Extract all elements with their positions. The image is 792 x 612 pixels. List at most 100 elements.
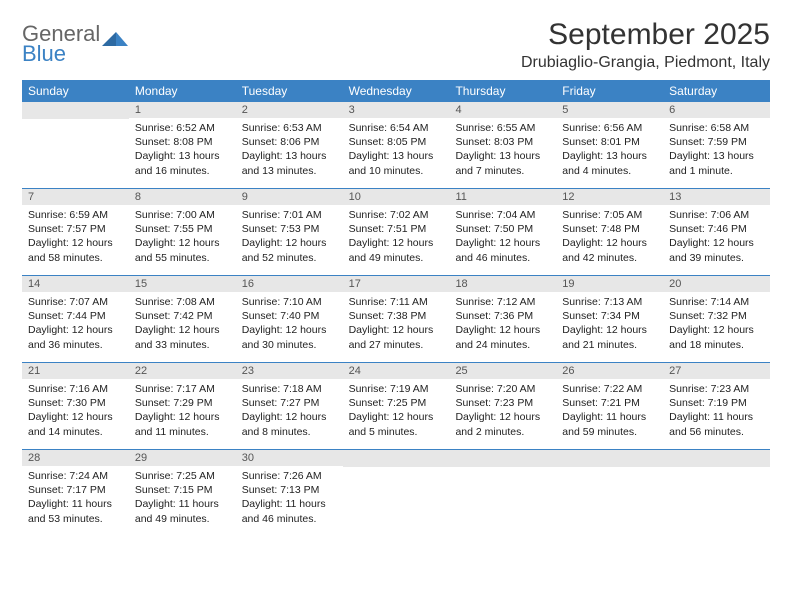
day-body: Sunrise: 7:19 AMSunset: 7:25 PMDaylight:… <box>343 379 450 445</box>
dow-tuesday: Tuesday <box>236 80 343 102</box>
day-cell: 29Sunrise: 7:25 AMSunset: 7:15 PMDayligh… <box>129 450 236 536</box>
sunset-text: Sunset: 7:30 PM <box>28 396 123 410</box>
day-cell: 3Sunrise: 6:54 AMSunset: 8:05 PMDaylight… <box>343 102 450 188</box>
day-cell: 9Sunrise: 7:01 AMSunset: 7:53 PMDaylight… <box>236 189 343 275</box>
daylight-text: Daylight: 13 hours and 16 minutes. <box>135 149 230 177</box>
day-cell: 6Sunrise: 6:58 AMSunset: 7:59 PMDaylight… <box>663 102 770 188</box>
sunset-text: Sunset: 7:59 PM <box>669 135 764 149</box>
weeks-container: 1Sunrise: 6:52 AMSunset: 8:08 PMDaylight… <box>22 102 770 536</box>
daylight-text: Daylight: 12 hours and 8 minutes. <box>242 410 337 438</box>
week-row: 21Sunrise: 7:16 AMSunset: 7:30 PMDayligh… <box>22 362 770 449</box>
day-number: 14 <box>22 276 129 292</box>
sunrise-text: Sunrise: 7:12 AM <box>455 295 550 309</box>
sunset-text: Sunset: 7:55 PM <box>135 222 230 236</box>
daylight-text: Daylight: 12 hours and 49 minutes. <box>349 236 444 264</box>
day-cell: 16Sunrise: 7:10 AMSunset: 7:40 PMDayligh… <box>236 276 343 362</box>
day-cell: 13Sunrise: 7:06 AMSunset: 7:46 PMDayligh… <box>663 189 770 275</box>
sunset-text: Sunset: 7:29 PM <box>135 396 230 410</box>
sunset-text: Sunset: 7:57 PM <box>28 222 123 236</box>
daylight-text: Daylight: 12 hours and 30 minutes. <box>242 323 337 351</box>
day-cell <box>663 450 770 536</box>
daylight-text: Daylight: 11 hours and 46 minutes. <box>242 497 337 525</box>
sunset-text: Sunset: 8:05 PM <box>349 135 444 149</box>
day-number: 20 <box>663 276 770 292</box>
day-body: Sunrise: 7:25 AMSunset: 7:15 PMDaylight:… <box>129 466 236 532</box>
day-cell: 18Sunrise: 7:12 AMSunset: 7:36 PMDayligh… <box>449 276 556 362</box>
day-number <box>556 450 663 467</box>
sunrise-text: Sunrise: 7:22 AM <box>562 382 657 396</box>
day-cell: 1Sunrise: 6:52 AMSunset: 8:08 PMDaylight… <box>129 102 236 188</box>
daylight-text: Daylight: 12 hours and 14 minutes. <box>28 410 123 438</box>
daylight-text: Daylight: 12 hours and 36 minutes. <box>28 323 123 351</box>
daylight-text: Daylight: 12 hours and 5 minutes. <box>349 410 444 438</box>
day-cell <box>343 450 450 536</box>
day-number: 13 <box>663 189 770 205</box>
sunset-text: Sunset: 7:44 PM <box>28 309 123 323</box>
dow-wednesday: Wednesday <box>343 80 450 102</box>
day-number: 25 <box>449 363 556 379</box>
sunrise-text: Sunrise: 7:18 AM <box>242 382 337 396</box>
daylight-text: Daylight: 12 hours and 46 minutes. <box>455 236 550 264</box>
daylight-text: Daylight: 12 hours and 24 minutes. <box>455 323 550 351</box>
day-cell: 12Sunrise: 7:05 AMSunset: 7:48 PMDayligh… <box>556 189 663 275</box>
sunrise-text: Sunrise: 7:01 AM <box>242 208 337 222</box>
day-number: 9 <box>236 189 343 205</box>
daylight-text: Daylight: 12 hours and 27 minutes. <box>349 323 444 351</box>
dow-thursday: Thursday <box>449 80 556 102</box>
daylight-text: Daylight: 11 hours and 56 minutes. <box>669 410 764 438</box>
day-cell <box>449 450 556 536</box>
day-number: 8 <box>129 189 236 205</box>
brand-mark-icon <box>102 28 130 53</box>
day-body: Sunrise: 6:55 AMSunset: 8:03 PMDaylight:… <box>449 118 556 184</box>
sunrise-text: Sunrise: 6:53 AM <box>242 121 337 135</box>
sunrise-text: Sunrise: 7:04 AM <box>455 208 550 222</box>
day-body: Sunrise: 6:54 AMSunset: 8:05 PMDaylight:… <box>343 118 450 184</box>
day-number: 5 <box>556 102 663 118</box>
days-of-week-row: Sunday Monday Tuesday Wednesday Thursday… <box>22 80 770 102</box>
sunset-text: Sunset: 7:40 PM <box>242 309 337 323</box>
day-body: Sunrise: 7:22 AMSunset: 7:21 PMDaylight:… <box>556 379 663 445</box>
sunrise-text: Sunrise: 7:14 AM <box>669 295 764 309</box>
sunrise-text: Sunrise: 6:59 AM <box>28 208 123 222</box>
day-body: Sunrise: 7:06 AMSunset: 7:46 PMDaylight:… <box>663 205 770 271</box>
sunrise-text: Sunrise: 6:52 AM <box>135 121 230 135</box>
sunset-text: Sunset: 7:25 PM <box>349 396 444 410</box>
dow-friday: Friday <box>556 80 663 102</box>
day-cell: 14Sunrise: 7:07 AMSunset: 7:44 PMDayligh… <box>22 276 129 362</box>
day-cell: 28Sunrise: 7:24 AMSunset: 7:17 PMDayligh… <box>22 450 129 536</box>
day-cell: 5Sunrise: 6:56 AMSunset: 8:01 PMDaylight… <box>556 102 663 188</box>
dow-saturday: Saturday <box>663 80 770 102</box>
day-cell: 4Sunrise: 6:55 AMSunset: 8:03 PMDaylight… <box>449 102 556 188</box>
day-number: 21 <box>22 363 129 379</box>
brand-logo: General Blue <box>22 24 130 64</box>
day-body: Sunrise: 7:02 AMSunset: 7:51 PMDaylight:… <box>343 205 450 271</box>
day-body: Sunrise: 7:12 AMSunset: 7:36 PMDaylight:… <box>449 292 556 358</box>
sunset-text: Sunset: 8:06 PM <box>242 135 337 149</box>
daylight-text: Daylight: 13 hours and 4 minutes. <box>562 149 657 177</box>
day-cell: 11Sunrise: 7:04 AMSunset: 7:50 PMDayligh… <box>449 189 556 275</box>
day-cell: 21Sunrise: 7:16 AMSunset: 7:30 PMDayligh… <box>22 363 129 449</box>
daylight-text: Daylight: 12 hours and 42 minutes. <box>562 236 657 264</box>
sunrise-text: Sunrise: 7:25 AM <box>135 469 230 483</box>
day-number: 22 <box>129 363 236 379</box>
sunset-text: Sunset: 8:08 PM <box>135 135 230 149</box>
day-cell: 8Sunrise: 7:00 AMSunset: 7:55 PMDaylight… <box>129 189 236 275</box>
daylight-text: Daylight: 12 hours and 21 minutes. <box>562 323 657 351</box>
day-number <box>343 450 450 467</box>
sunrise-text: Sunrise: 7:19 AM <box>349 382 444 396</box>
day-number: 27 <box>663 363 770 379</box>
daylight-text: Daylight: 12 hours and 33 minutes. <box>135 323 230 351</box>
daylight-text: Daylight: 12 hours and 11 minutes. <box>135 410 230 438</box>
day-cell: 23Sunrise: 7:18 AMSunset: 7:27 PMDayligh… <box>236 363 343 449</box>
sunrise-text: Sunrise: 6:54 AM <box>349 121 444 135</box>
sunrise-text: Sunrise: 6:56 AM <box>562 121 657 135</box>
sunrise-text: Sunrise: 7:02 AM <box>349 208 444 222</box>
daylight-text: Daylight: 12 hours and 18 minutes. <box>669 323 764 351</box>
day-cell: 20Sunrise: 7:14 AMSunset: 7:32 PMDayligh… <box>663 276 770 362</box>
week-row: 28Sunrise: 7:24 AMSunset: 7:17 PMDayligh… <box>22 449 770 536</box>
day-body: Sunrise: 6:58 AMSunset: 7:59 PMDaylight:… <box>663 118 770 184</box>
day-body: Sunrise: 7:24 AMSunset: 7:17 PMDaylight:… <box>22 466 129 532</box>
sunset-text: Sunset: 7:36 PM <box>455 309 550 323</box>
location-text: Drubiaglio-Grangia, Piedmont, Italy <box>521 54 770 72</box>
daylight-text: Daylight: 11 hours and 49 minutes. <box>135 497 230 525</box>
